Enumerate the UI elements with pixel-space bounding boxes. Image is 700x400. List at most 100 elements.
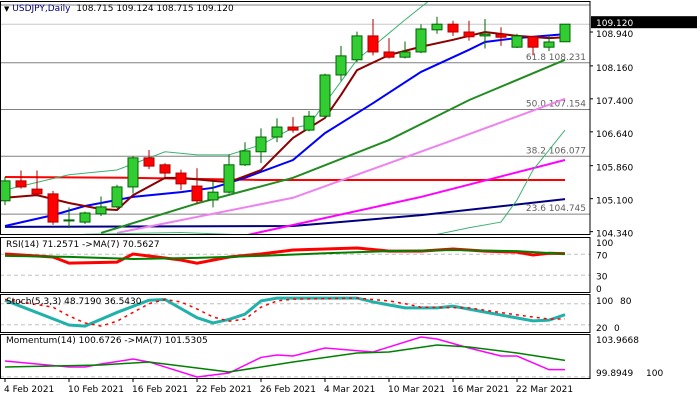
candle-body xyxy=(63,219,75,222)
candle-body xyxy=(495,33,507,38)
candle-body xyxy=(31,188,43,195)
date-axis-label: 10 Feb 2021 xyxy=(68,385,124,395)
candle-body xyxy=(111,186,123,208)
candle-body xyxy=(255,136,267,153)
indicator-line xyxy=(4,296,566,328)
candle xyxy=(239,142,251,167)
candle xyxy=(287,117,299,133)
candle-body xyxy=(271,126,283,138)
candle xyxy=(143,150,155,170)
date-axis-label: 16 Mar 2021 xyxy=(452,385,509,395)
candle xyxy=(79,211,91,224)
price-axis-label: 104.340 xyxy=(596,230,633,240)
candle xyxy=(191,168,203,204)
candle-body xyxy=(431,23,443,31)
panel-frame xyxy=(0,237,591,293)
candle-body xyxy=(239,150,251,166)
chart-header: ▼ USDJPY,Daily 108.715 109.124 108.715 1… xyxy=(4,4,234,14)
rsi-label: RSI(14) 71.2571 ->MA(7) 70.5627 xyxy=(6,240,160,250)
ohlc-readout: 108.715 109.124 108.715 109.120 xyxy=(76,4,234,14)
candle-body xyxy=(351,35,363,61)
fib-level-label: 23.6 104.745 xyxy=(526,204,586,214)
stoch-label: Stoch(5,3,3) 48.7190 36.5430 xyxy=(6,297,142,307)
candle xyxy=(527,36,539,56)
candle xyxy=(511,33,523,49)
date-axis-label: 26 Feb 2021 xyxy=(260,385,316,395)
candle-body xyxy=(527,36,539,48)
candle-body xyxy=(463,31,475,38)
candle-body xyxy=(415,28,427,53)
candle-body xyxy=(143,157,155,167)
fib-level-label: 38.2 106.077 xyxy=(526,146,586,156)
fib-level-label: 50.0 107.154 xyxy=(526,100,586,110)
indicator-axis-label: 0 xyxy=(596,285,602,295)
candle xyxy=(415,24,427,54)
candle xyxy=(543,35,555,52)
candle xyxy=(223,154,235,194)
candle xyxy=(1,176,11,206)
moving-average-line xyxy=(100,58,566,234)
current-price-box xyxy=(591,16,697,29)
indicator-axis-label: 0 xyxy=(614,324,620,334)
price-axis-label: 108.940 xyxy=(596,30,633,40)
price-axis-label: 108.160 xyxy=(596,64,633,74)
candle-body xyxy=(175,172,187,185)
candle-body xyxy=(319,74,331,117)
price-axis-label: 107.400 xyxy=(596,97,633,107)
candle-body xyxy=(95,206,107,215)
candle xyxy=(111,184,123,209)
candle-body xyxy=(47,193,59,223)
candle-body xyxy=(543,41,555,48)
candle-body xyxy=(223,164,235,193)
candle xyxy=(367,18,379,56)
current-price-label: 109.120 xyxy=(596,19,633,29)
panel-frame xyxy=(0,294,591,333)
candle-body xyxy=(207,191,219,201)
panel-frame xyxy=(0,334,591,379)
candle xyxy=(175,169,187,190)
symbol-label: USDJPY,Daily xyxy=(12,4,71,14)
indicator-axis-label: 100 xyxy=(596,297,613,307)
fib-level-label: 61.8 108.231 xyxy=(526,53,586,63)
candle-body xyxy=(191,185,203,202)
candle xyxy=(431,16,443,34)
candle xyxy=(335,45,347,81)
candle xyxy=(207,181,219,208)
date-axis-label: 4 Feb 2021 xyxy=(4,385,54,395)
candle xyxy=(15,170,27,189)
indicator-axis-label: 20 xyxy=(596,324,608,334)
moving-average-line xyxy=(116,97,566,234)
date-axis-label: 16 Feb 2021 xyxy=(132,385,188,395)
indicator-line xyxy=(4,344,566,373)
candle xyxy=(303,110,315,132)
momentum-label: Momentum(14) 100.6726 ->MA(7) 101.5305 xyxy=(6,336,208,346)
candle-body xyxy=(335,55,347,76)
indicator-axis-label: 103.9668 xyxy=(596,336,639,346)
candle-body xyxy=(303,115,315,131)
candle xyxy=(447,20,459,36)
candle-body xyxy=(399,51,411,58)
indicator-line xyxy=(4,249,566,260)
candle-body xyxy=(511,35,523,48)
candle xyxy=(31,170,43,197)
collapse-triangle-icon[interactable]: ▼ xyxy=(4,5,10,13)
date-axis-label: 22 Mar 2021 xyxy=(516,385,573,395)
date-axis-label: 10 Mar 2021 xyxy=(388,385,445,395)
candle-body xyxy=(159,164,171,174)
candle xyxy=(127,156,139,194)
candle xyxy=(383,38,395,59)
indicator-axis-label: 70 xyxy=(596,251,608,261)
candle-body xyxy=(79,212,91,223)
candle xyxy=(495,27,507,46)
indicator-axis-label: 100 xyxy=(596,239,613,249)
date-axis-label: 4 Mar 2021 xyxy=(324,385,375,395)
price-axis-label: 106.640 xyxy=(596,130,633,140)
candle xyxy=(463,20,475,41)
date-axis-label: 22 Feb 2021 xyxy=(196,385,252,395)
panel-frame xyxy=(0,1,591,235)
price-axis-label: 105.100 xyxy=(596,197,633,207)
candle xyxy=(479,18,491,49)
candle xyxy=(255,128,267,164)
indicator-axis-label: 100 xyxy=(646,369,663,379)
